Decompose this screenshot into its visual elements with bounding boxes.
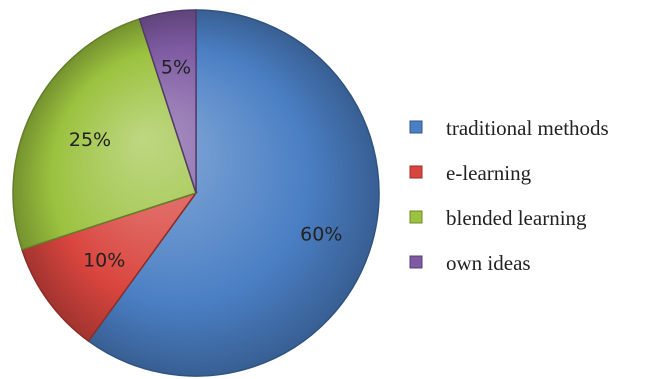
slice-label-traditional-methods: 60% (300, 224, 342, 246)
legend-swatch-own-ideas (409, 255, 423, 269)
legend-label-e-learning: e-learning (446, 161, 532, 185)
slice-label-blended-learning: 25% (69, 129, 111, 151)
legend-label-traditional-methods: traditional methods (446, 116, 609, 140)
slice-label-e-learning: 10% (83, 250, 125, 272)
legend-label-own-ideas: own ideas (446, 251, 531, 275)
legend-swatch-traditional-methods (409, 120, 423, 134)
slice-label-own-ideas: 5% (161, 57, 191, 79)
slice-labels: 60% 10% 25% 5% (69, 57, 343, 272)
legend-swatch-e-learning (409, 165, 423, 179)
pie-slice-own-ideas (138, 9, 197, 194)
legend-label-blended-learning: blended learning (446, 206, 587, 230)
legend: traditional methods e-learning blended lea… (409, 116, 609, 275)
pie-slice-blended-learning (12, 18, 197, 251)
legend-swatch-blended-learning (409, 210, 423, 224)
pie-slice-e-learning (21, 191, 198, 343)
pie-slice-traditional-methods (87, 9, 380, 377)
pie-slices (12, 9, 380, 377)
